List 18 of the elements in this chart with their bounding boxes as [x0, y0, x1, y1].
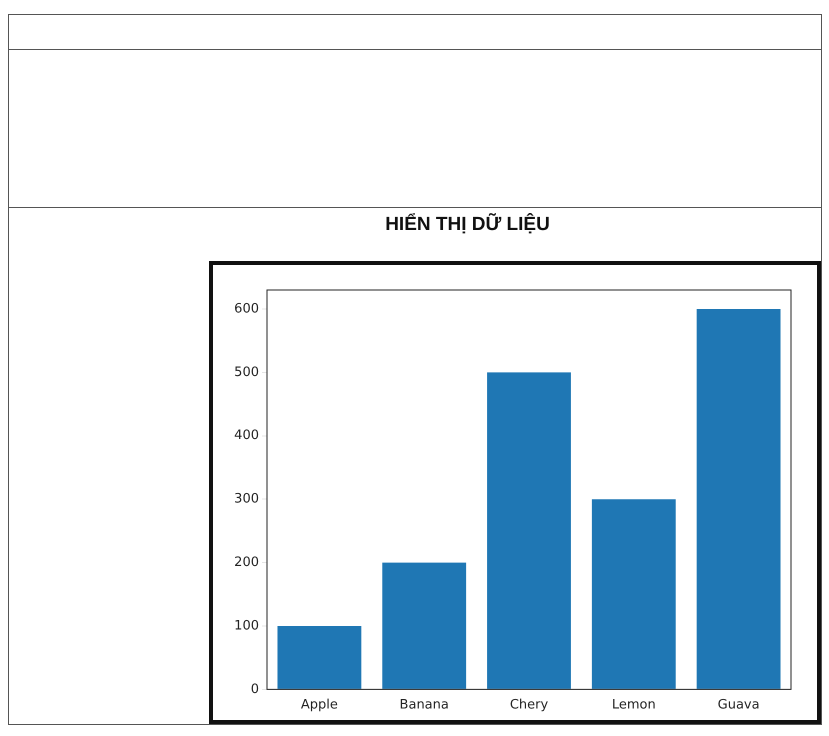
- y-tick-label: 100: [234, 618, 259, 634]
- x-tick-label: Chery: [510, 698, 548, 713]
- y-tick-label: 300: [234, 492, 259, 507]
- x-tick-label: Apple: [300, 698, 338, 713]
- bar: [487, 372, 571, 689]
- bar: [696, 309, 781, 689]
- y-tick-label: 200: [234, 554, 259, 570]
- chart-title: HIỂN THỊ DỮ LIỆU: [384, 214, 551, 236]
- y-tick-label: 600: [234, 301, 259, 316]
- y-tick-label: 0: [250, 682, 259, 697]
- bar: [382, 562, 466, 689]
- x-tick-label: Guava: [718, 698, 760, 713]
- bar: [592, 499, 676, 689]
- y-tick-label: 500: [234, 364, 259, 380]
- x-tick-label: Lemon: [612, 698, 656, 713]
- bar: [277, 626, 362, 689]
- y-tick-label: 400: [234, 428, 259, 444]
- x-tick-label: Banana: [400, 698, 449, 713]
